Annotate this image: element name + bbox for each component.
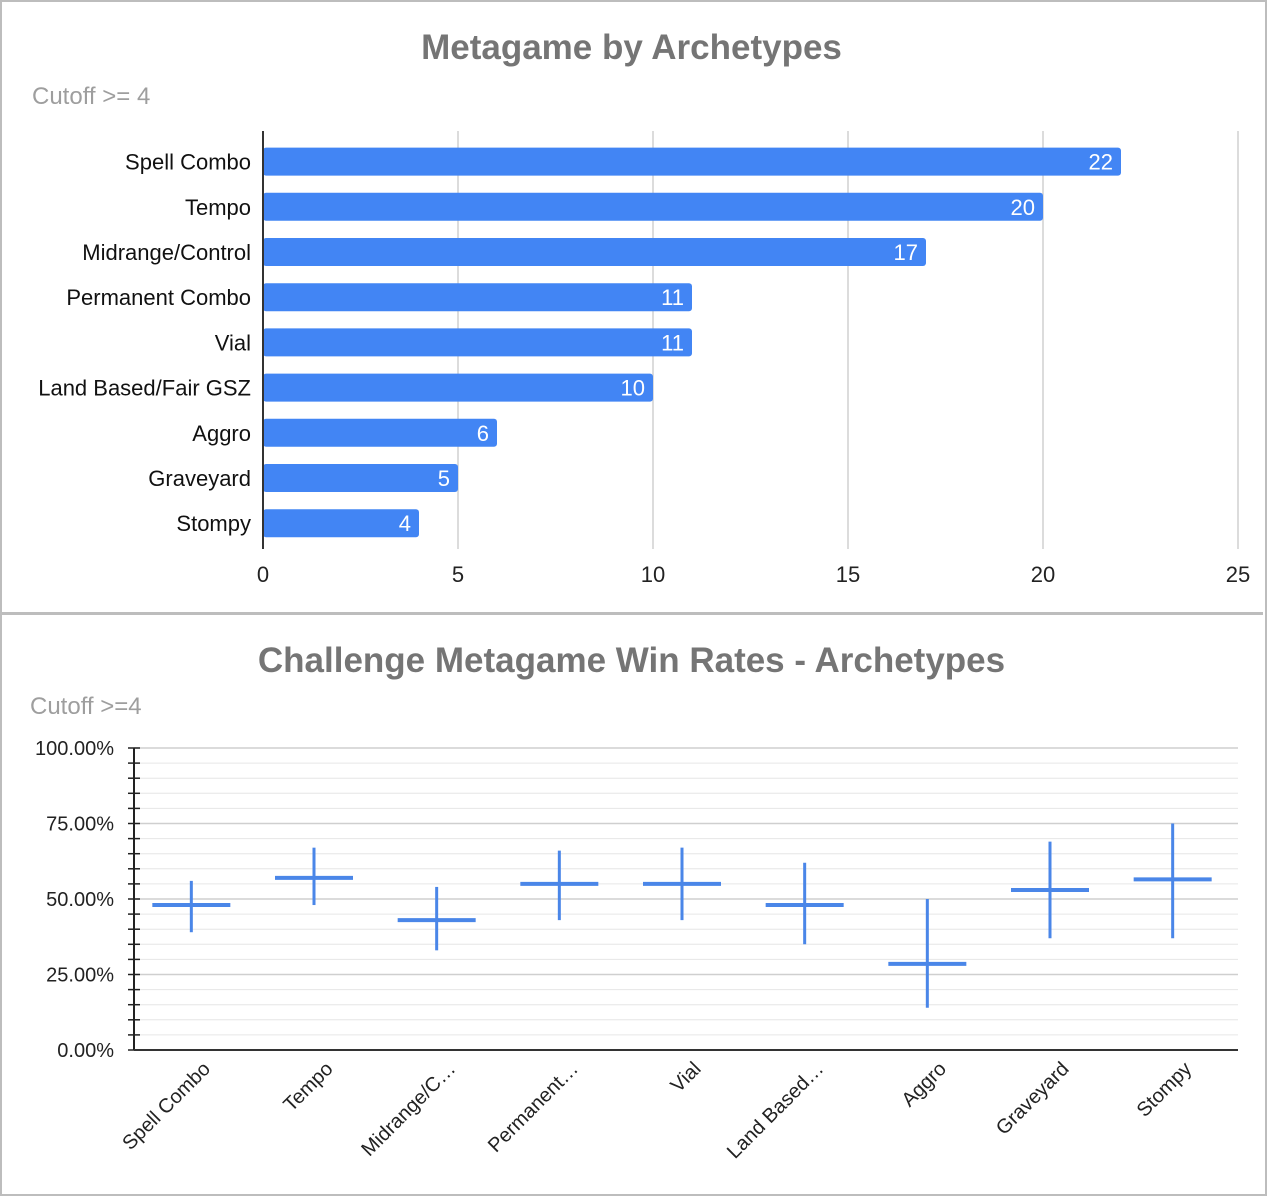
x-tick-label: 10 [641,562,665,587]
winrate-chart-svg: 0.00% 25.00% 50.00% 75.00% 100.00% Spell Comb… [35,738,1238,1163]
x-category-label: Vial [667,1058,706,1097]
bar-chart-svg: 0 5 10 15 20 25 22 Spell Combo 20 Tempo 17 Midrange… [38,131,1250,587]
bar-9 [263,509,419,538]
x-category-label: Spell Combo [118,1058,215,1155]
bar-chart-panel: Metagame by Archetypes Cutoff >= 4 0 5 10 1… [32,28,1250,587]
x-tick-label: 0 [257,562,269,587]
x-category-label: Land Based… [723,1058,828,1163]
x-category-label: Midrange/C… [357,1058,460,1161]
bar-data-label: 4 [399,511,411,536]
x-category-label: Aggro [898,1058,951,1111]
bar-data-label: 11 [661,285,684,310]
bar-data-label: 20 [1011,195,1035,220]
bar-chart-subtitle: Cutoff >= 4 [32,83,151,110]
winrate-chart-title: Challenge Metagame Win Rates - Archetype… [257,641,1006,680]
bar-4 [263,283,692,312]
bar-data-label: 17 [894,240,918,265]
bar-data-label: 10 [621,376,645,401]
bar-data-label: 5 [438,466,450,491]
y-tick-label: 75.00% [46,814,114,836]
y-tick-label: 25.00% [46,965,114,987]
x-tick-label: 15 [836,562,860,587]
bar-5 [263,328,692,357]
category-label: Aggro [192,421,251,446]
x-tick-label: 25 [1226,562,1250,587]
category-label: Graveyard [148,466,251,491]
bar-data-label: 6 [477,421,489,446]
bar-1 [263,147,1121,176]
x-tick-label: 20 [1031,562,1055,587]
category-label: Stompy [176,511,251,536]
x-category-label: Graveyard [992,1058,1074,1140]
bar-data-label: 11 [661,330,684,355]
category-label: Midrange/Control [82,240,251,265]
y-tick-label: 100.00% [35,738,114,760]
x-tick-label: 5 [452,562,464,587]
bar-2 [263,192,1043,221]
winrate-chart-subtitle: Cutoff >=4 [30,693,142,720]
bar-chart-title: Metagame by Archetypes [421,28,842,67]
panel-divider [0,612,1263,615]
y-tick-label: 50.00% [46,889,114,911]
category-label: Land Based/Fair GSZ [38,376,251,401]
bar-3 [263,238,926,266]
bar-6 [263,373,653,402]
x-category-label: Stompy [1133,1058,1197,1122]
category-label: Tempo [185,195,251,220]
category-label: Vial [215,330,251,355]
bar-7 [263,418,497,447]
y-tick-label: 0.00% [57,1040,114,1062]
winrate-chart-panel: Challenge Metagame Win Rates - Archetype… [0,615,1263,1192]
x-category-label: Permanent… [484,1058,583,1157]
category-label: Permanent Combo [66,285,251,310]
bar-8 [263,464,458,492]
x-category-label: Tempo [280,1058,338,1116]
bar-data-label: 22 [1089,150,1113,175]
category-label: Spell Combo [125,150,251,175]
